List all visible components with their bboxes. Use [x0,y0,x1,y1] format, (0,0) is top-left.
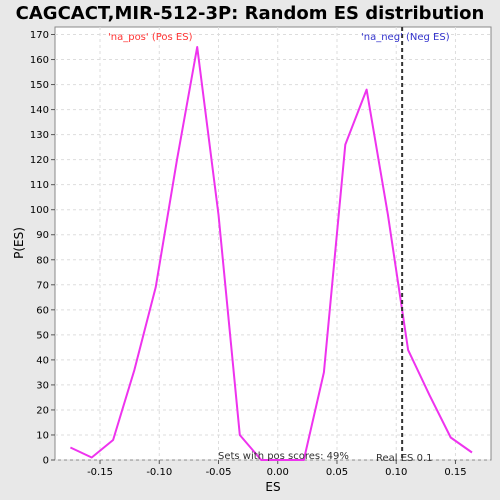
real-es-label: Real ES 0.1 [376,453,432,464]
y-tick-label: 60 [36,305,49,316]
y-tick-label: 110 [30,180,49,191]
y-tick-label: 80 [36,255,49,266]
sets-pos-scores-text: Sets with pos scores: 49% [218,451,349,462]
y-tick-label: 170 [30,30,49,41]
x-tick-label: -0.10 [146,467,172,478]
y-tick-label: 90 [36,230,49,241]
x-tick-label: 0.15 [444,467,466,478]
y-tick-label: 40 [36,355,49,366]
y-tick-label: 160 [30,55,49,66]
y-tick-label: 140 [30,105,49,116]
y-tick-label: 100 [30,205,49,216]
pos-es-label: 'na_pos' (Pos ES) [108,32,193,43]
y-tick-label: 50 [36,330,49,341]
y-tick-label: 120 [30,155,49,166]
x-tick-label: -0.05 [206,467,232,478]
y-tick-label: 150 [30,80,49,91]
axis-ticks: 0 10 20 30 40 50 60 70 80 90 100 110 120 130 140 150 160… [30,30,467,478]
y-tick-label: 20 [36,405,49,416]
x-tick-label: 0.00 [267,467,289,478]
x-tick-label: 0.10 [385,467,407,478]
series-line [69,46,473,461]
x-axis-label: ES [265,480,280,494]
plot-area [54,26,492,461]
gridlines [55,27,491,461]
y-tick-label: 130 [30,130,49,141]
x-tick-label: 0.05 [326,467,348,478]
y-tick-label: 10 [36,430,49,441]
chart-title: CAGCACT,MIR-512-3P: Random ES distributi… [16,3,485,24]
y-axis-label: P(ES) [12,227,26,259]
x-tick-label: -0.15 [87,467,113,478]
neg-es-label: 'na_neg' (Neg ES) [361,32,450,43]
y-tick-label: 70 [36,280,49,291]
y-tick-label: 30 [36,380,49,391]
y-tick-label: 0 [43,456,49,467]
